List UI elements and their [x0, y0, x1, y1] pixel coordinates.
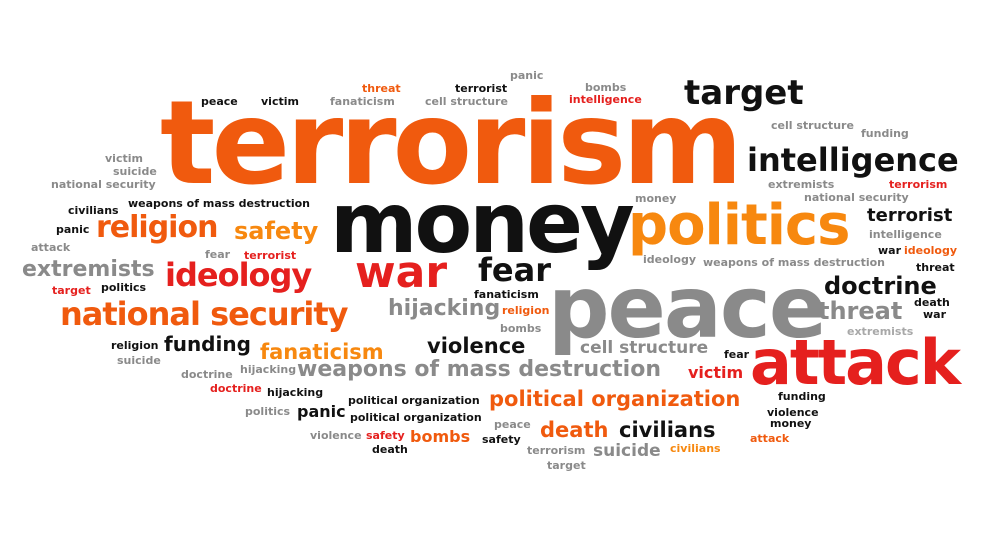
- word-attack: attack: [750, 326, 961, 399]
- word-peace: peace: [201, 95, 238, 108]
- word-bombs: bombs: [410, 427, 471, 446]
- word-weapons-of-mass-destruction: weapons of mass destruction: [128, 197, 310, 210]
- word-peace: peace: [494, 418, 531, 431]
- word-hijacking: hijacking: [267, 386, 324, 399]
- word-terrorism: terrorism: [889, 178, 948, 191]
- word-suicide: suicide: [113, 165, 157, 178]
- word-ideology: ideology: [165, 256, 312, 294]
- word-doctrine: doctrine: [181, 368, 233, 381]
- word-weapons-of-mass-destruction: weapons of mass destruction: [703, 256, 885, 269]
- word-safety: safety: [366, 429, 405, 442]
- word-target: target: [684, 73, 804, 113]
- word-religion: religion: [96, 210, 218, 245]
- word-politics: politics: [245, 405, 291, 418]
- word-fanaticism: fanaticism: [260, 340, 384, 364]
- word-target: target: [547, 459, 586, 472]
- word-ideology: ideology: [643, 253, 697, 266]
- word-civilians: civilians: [619, 418, 716, 442]
- word-war: war: [355, 247, 448, 298]
- word-intelligence: intelligence: [747, 141, 959, 179]
- word-panic: panic: [56, 223, 90, 236]
- word-ideology: ideology: [904, 244, 958, 257]
- word-death: death: [372, 443, 408, 456]
- word-extremists: extremists: [768, 178, 835, 191]
- word-fear: fear: [724, 348, 750, 361]
- word-terrorist: terrorist: [867, 205, 953, 226]
- word-funding: funding: [164, 332, 251, 356]
- word-terrorist: terrorist: [455, 82, 508, 95]
- word-weapons-of-mass-destruction: weapons of mass destruction: [297, 357, 661, 382]
- word-national-security: national security: [51, 178, 156, 191]
- word-suicide: suicide: [593, 441, 661, 461]
- word-religion: religion: [502, 304, 550, 317]
- word-fear: fear: [205, 248, 231, 261]
- word-cell-structure: cell structure: [580, 338, 709, 358]
- word-political-organization: political organization: [489, 387, 741, 411]
- word-national-security: national security: [804, 191, 909, 204]
- word-bombs: bombs: [585, 81, 627, 94]
- word-money: money: [635, 192, 677, 205]
- word-doctrine: doctrine: [210, 382, 262, 395]
- word-fanaticism: fanaticism: [474, 288, 539, 301]
- word-threat: threat: [362, 82, 401, 95]
- word-intelligence: intelligence: [569, 93, 642, 106]
- word-doctrine: doctrine: [824, 272, 937, 300]
- word-hijacking: hijacking: [388, 296, 501, 321]
- word-victim: victim: [688, 363, 744, 382]
- word-peace: peace: [548, 258, 827, 358]
- word-terrorism: terrorism: [160, 76, 743, 211]
- word-suicide: suicide: [117, 354, 161, 367]
- word-attack: attack: [750, 432, 790, 445]
- word-religion: religion: [111, 339, 159, 352]
- word-funding: funding: [861, 127, 909, 140]
- word-safety: safety: [234, 217, 319, 245]
- word-panic: panic: [510, 69, 544, 82]
- word-safety: safety: [482, 433, 521, 446]
- word-violence: violence: [427, 334, 526, 358]
- word-threat: threat: [818, 297, 903, 325]
- word-politics: politics: [628, 193, 850, 258]
- word-death: death: [914, 296, 950, 309]
- word-panic: panic: [297, 402, 346, 421]
- word-civilians: civilians: [670, 442, 721, 455]
- word-war: war: [923, 308, 947, 321]
- word-funding: funding: [778, 390, 826, 403]
- word-political-organization: political organization: [350, 411, 482, 424]
- word-intelligence: intelligence: [869, 228, 942, 241]
- word-extremists: extremists: [847, 325, 914, 338]
- word-attack: attack: [31, 241, 71, 254]
- word-terrorism: terrorism: [527, 444, 586, 457]
- word-terrorist: terrorist: [244, 249, 297, 262]
- word-target: target: [52, 284, 91, 297]
- word-cell-structure: cell structure: [771, 119, 854, 132]
- word-extremists: extremists: [22, 257, 155, 282]
- word-violence: violence: [310, 429, 362, 442]
- word-threat: threat: [916, 261, 955, 274]
- word-fanaticism: fanaticism: [330, 95, 395, 108]
- word-victim: victim: [105, 152, 143, 165]
- word-money: money: [770, 417, 812, 430]
- word-cell-structure: cell structure: [425, 95, 508, 108]
- word-politics: politics: [101, 281, 147, 294]
- word-hijacking: hijacking: [240, 363, 297, 376]
- word-political-organization: political organization: [348, 394, 480, 407]
- word-fear: fear: [478, 251, 551, 289]
- word-war: war: [878, 244, 902, 257]
- word-bombs: bombs: [500, 322, 542, 335]
- word-national-security: national security: [60, 295, 349, 333]
- word-violence: violence: [767, 406, 819, 419]
- word-death: death: [540, 418, 609, 442]
- word-victim: victim: [261, 95, 299, 108]
- word-money: money: [330, 174, 635, 272]
- word-civilians: civilians: [68, 204, 119, 217]
